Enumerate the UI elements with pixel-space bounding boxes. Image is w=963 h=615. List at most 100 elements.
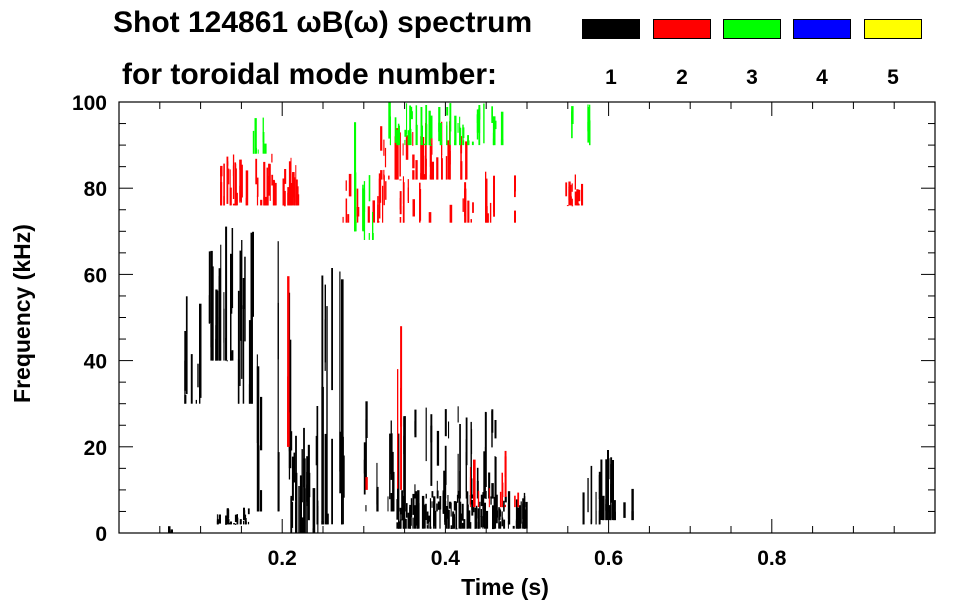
spectral-pixel (184, 360, 186, 404)
spectral-pixel (274, 199, 276, 206)
spectral-pixel (515, 499, 518, 529)
spectral-pixel (324, 433, 327, 525)
spectral-pixel (480, 509, 482, 518)
spectral-pixel (291, 456, 294, 501)
spectral-pixel (436, 157, 439, 180)
spectral-pixel (239, 159, 242, 202)
spectral-pixel (517, 492, 520, 508)
spectral-pixel (388, 175, 390, 180)
spectral-pixel (574, 191, 577, 206)
spectral-pixel (449, 121, 451, 179)
spectral-pixel (568, 181, 571, 189)
spectral-pixel (247, 521, 250, 525)
spectral-pixel (477, 508, 480, 529)
spectral-pixel (479, 501, 481, 529)
spectral-pixel (503, 500, 505, 512)
spectral-pixel (470, 478, 473, 499)
spectral-pixel (218, 268, 221, 325)
spectral-pixel (482, 492, 485, 518)
spectral-pixel (231, 228, 234, 309)
spectral-pixel (274, 203, 276, 206)
spectral-pixel (242, 305, 245, 404)
spectral-pixel (244, 514, 247, 519)
spectral-pixel (492, 116, 496, 146)
spectral-region-mode-1 (363, 401, 406, 512)
spectral-pixel (439, 123, 442, 141)
spectral-pixel (507, 521, 509, 529)
spectral-pixel (383, 139, 385, 156)
spectral-pixel (484, 508, 486, 529)
spectral-pixel (457, 123, 459, 133)
spectral-pixel (577, 189, 581, 202)
spectral-pixel (446, 107, 449, 116)
spectral-pixel (501, 517, 504, 527)
spectral-pixel (460, 513, 463, 521)
chart-title-line1: Shot 124861 ωB(ω) spectrum (113, 6, 533, 39)
spectral-pixel (356, 188, 359, 223)
spectral-region-mode-2 (365, 326, 403, 490)
spectral-pixel (415, 160, 418, 180)
spectral-pixel (388, 102, 391, 139)
spectral-pixel (444, 445, 447, 485)
spectral-pixel (324, 284, 326, 363)
spectral-pixel (457, 406, 459, 423)
spectral-pixel (245, 170, 249, 206)
spectral-pixel (415, 105, 418, 145)
spectral-region-mode-2 (399, 171, 516, 223)
spectral-pixel (499, 509, 502, 517)
spectral-pixel (225, 226, 228, 361)
spectral-pixel (326, 513, 329, 525)
spectral-region-mode-1 (414, 406, 497, 499)
spectral-pixel (412, 132, 414, 146)
legend-swatch-3 (723, 19, 781, 39)
spectral-pixel (264, 143, 267, 154)
spectral-pixel (498, 508, 501, 520)
spectral-pixel (495, 494, 498, 524)
spectral-pixel (363, 442, 366, 474)
spectral-pixel (168, 526, 171, 532)
spectral-pixel (365, 505, 367, 512)
spectral-pixel (271, 174, 274, 186)
spectral-pixel (455, 528, 458, 530)
spectral-pixel (605, 459, 608, 521)
spectral-region-mode-3 (571, 104, 591, 146)
spectral-pixel (234, 523, 237, 525)
spectral-pixel (412, 199, 415, 217)
spectral-pixel (243, 507, 245, 521)
spectral-pixel (382, 185, 384, 223)
spectral-pixel (299, 497, 302, 533)
spectral-pixel (429, 174, 432, 180)
legend-swatch-4 (793, 19, 851, 39)
spectral-pixel (442, 490, 445, 514)
spectral-pixel (228, 519, 230, 525)
spectral-pixel (410, 106, 413, 116)
spectral-pixel (315, 435, 317, 466)
spectral-pixel (406, 103, 408, 135)
spectral-pixel (482, 506, 485, 528)
spectral-pixel (473, 459, 476, 508)
spectral-pixel (402, 143, 404, 156)
spectral-pixel (409, 507, 411, 529)
spectral-pixel (321, 386, 324, 525)
spectral-pixel (581, 183, 584, 206)
axis-ticks (119, 102, 935, 533)
spectral-pixel (483, 451, 486, 499)
spectral-pixel (390, 493, 394, 512)
spectral-pixel (445, 517, 448, 529)
spectral-pixel (326, 306, 328, 525)
spectral-pixel (407, 130, 410, 146)
spectral-pixel (430, 145, 432, 146)
spectral-pixel (230, 289, 232, 361)
spectral-pixel (243, 521, 245, 525)
spectral-pixel (466, 504, 469, 529)
spectral-pixel (228, 522, 231, 525)
spectral-pixel (504, 450, 507, 477)
spectral-pixel (239, 298, 241, 386)
spectral-pixel (301, 517, 304, 533)
spectral-pixel (218, 514, 221, 524)
spectral-pixel (385, 181, 387, 200)
spectral-pixel (452, 513, 455, 529)
spectral-pixel (284, 205, 286, 207)
spectral-pixel (254, 147, 257, 154)
spectral-pixel (425, 105, 428, 138)
